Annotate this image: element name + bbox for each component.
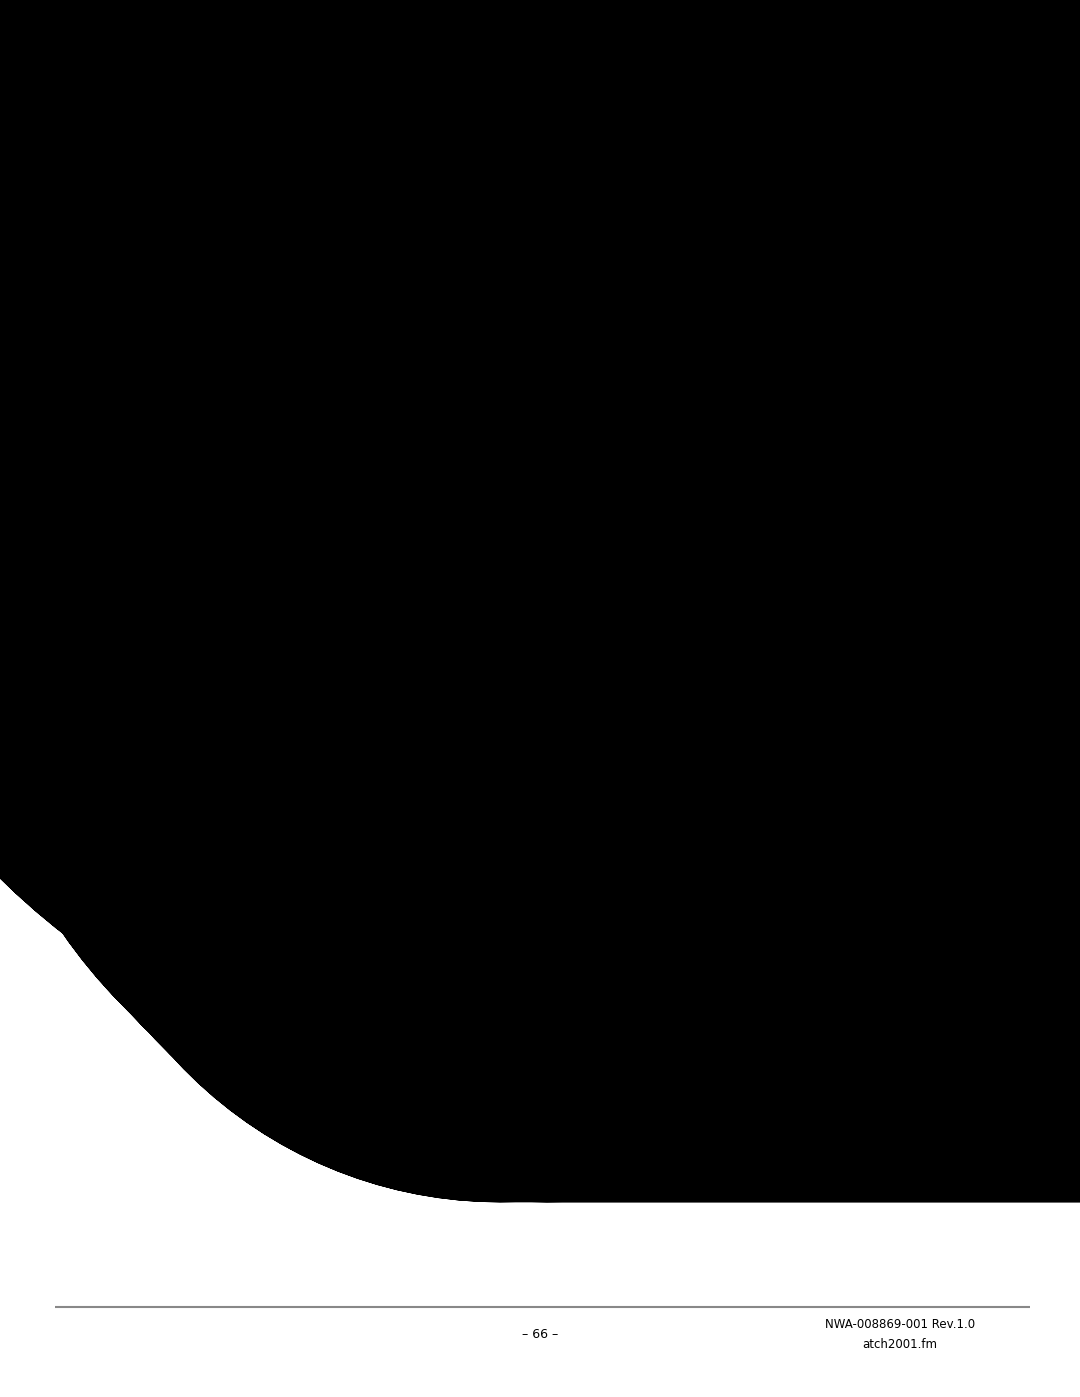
Text: 34: 34 bbox=[559, 279, 575, 291]
Text: 34: 34 bbox=[513, 279, 527, 291]
Text: RA: RA bbox=[480, 236, 495, 249]
Text: TA: TA bbox=[681, 711, 697, 724]
Text: CHAPTER 2  INSTALLATION: CHAPTER 2 INSTALLATION bbox=[741, 32, 969, 46]
Bar bbox=[725, 187, 940, 882]
Text: TA: TA bbox=[481, 711, 495, 724]
Text: To digital private network (E1): To digital private network (E1) bbox=[810, 929, 999, 942]
Text: 42: 42 bbox=[513, 669, 527, 679]
Text: LTC1: LTC1 bbox=[528, 545, 557, 559]
Bar bbox=[140, 162, 490, 522]
Text: WAN: WAN bbox=[166, 352, 192, 362]
Text: RB: RB bbox=[681, 668, 699, 680]
Text: INSTALLATION PROCEDURE: INSTALLATION PROCEDURE bbox=[770, 50, 941, 63]
Bar bbox=[188, 222, 418, 437]
Text: TB: TB bbox=[681, 366, 698, 379]
Text: 43: 43 bbox=[559, 754, 575, 766]
Text: RECEIVE: RECEIVE bbox=[720, 598, 770, 610]
Text: PZ-M650 (DTI): PZ-M650 (DTI) bbox=[200, 228, 284, 240]
Bar bbox=[503, 567, 537, 897]
Text: Continued on next page: Continued on next page bbox=[643, 1010, 827, 1024]
Text: 10: 10 bbox=[561, 324, 573, 334]
Text: 10: 10 bbox=[513, 324, 527, 334]
Bar bbox=[162, 177, 478, 504]
Text: 18: 18 bbox=[513, 712, 527, 722]
Text: 18: 18 bbox=[559, 712, 575, 722]
Text: AP05: AP05 bbox=[80, 739, 112, 752]
Bar bbox=[690, 162, 960, 907]
Text: J: J bbox=[518, 141, 522, 154]
Text: TA: TA bbox=[481, 323, 495, 335]
Text: 35: 35 bbox=[561, 367, 573, 377]
Text: 17: 17 bbox=[513, 626, 527, 636]
Text: TA: TA bbox=[681, 323, 697, 335]
Text: RECEIVE: RECEIVE bbox=[720, 208, 770, 221]
Text: 9: 9 bbox=[564, 237, 570, 247]
Bar bbox=[503, 162, 537, 507]
Bar bbox=[162, 583, 478, 888]
Text: RA: RA bbox=[681, 624, 698, 637]
Text: P: P bbox=[564, 141, 570, 154]
Text: RB: RB bbox=[478, 278, 495, 292]
Text: TB: TB bbox=[480, 753, 495, 767]
Text: 9: 9 bbox=[516, 237, 524, 247]
Bar bbox=[148, 327, 210, 387]
Text: 35: 35 bbox=[513, 367, 527, 377]
Text: P: P bbox=[564, 545, 570, 559]
Text: 43: 43 bbox=[513, 754, 527, 766]
Text: MDF: MDF bbox=[647, 137, 675, 151]
Text: E1 Network cable: E1 Network cable bbox=[295, 989, 405, 1002]
Text: PIM0: PIM0 bbox=[310, 137, 340, 151]
Text: TB: TB bbox=[681, 753, 698, 767]
Bar bbox=[140, 567, 490, 907]
Text: – 66 –: – 66 – bbox=[522, 1329, 558, 1341]
Text: TB: TB bbox=[480, 366, 495, 379]
Text: RA: RA bbox=[480, 624, 495, 637]
Text: TRANSFER: TRANSFER bbox=[720, 391, 781, 404]
Text: 17: 17 bbox=[559, 626, 575, 636]
Text: NWA-008869-001 Rev.1.0: NWA-008869-001 Rev.1.0 bbox=[825, 1319, 975, 1331]
Text: atch2001.fm: atch2001.fm bbox=[863, 1338, 937, 1351]
Text: 42: 42 bbox=[559, 669, 575, 679]
Bar bbox=[550, 567, 584, 897]
Text: RB: RB bbox=[478, 668, 495, 680]
Bar bbox=[550, 162, 584, 507]
Text: TRANSFER: TRANSFER bbox=[720, 778, 781, 792]
Text: RB: RB bbox=[681, 278, 699, 292]
Text: J: J bbox=[518, 545, 522, 559]
Text: PN-RTA: PN-RTA bbox=[212, 184, 257, 197]
Text: Example of MDF Cross Connection for PN-30DTC-C (DTI): Example of MDF Cross Connection for PN-3… bbox=[233, 102, 847, 122]
Text: LTC1: LTC1 bbox=[528, 137, 557, 151]
Text: AP04: AP04 bbox=[80, 351, 112, 363]
Text: PN-30DTC-C (DTI): PN-30DTC-C (DTI) bbox=[174, 588, 279, 601]
Text: RA: RA bbox=[681, 236, 698, 249]
